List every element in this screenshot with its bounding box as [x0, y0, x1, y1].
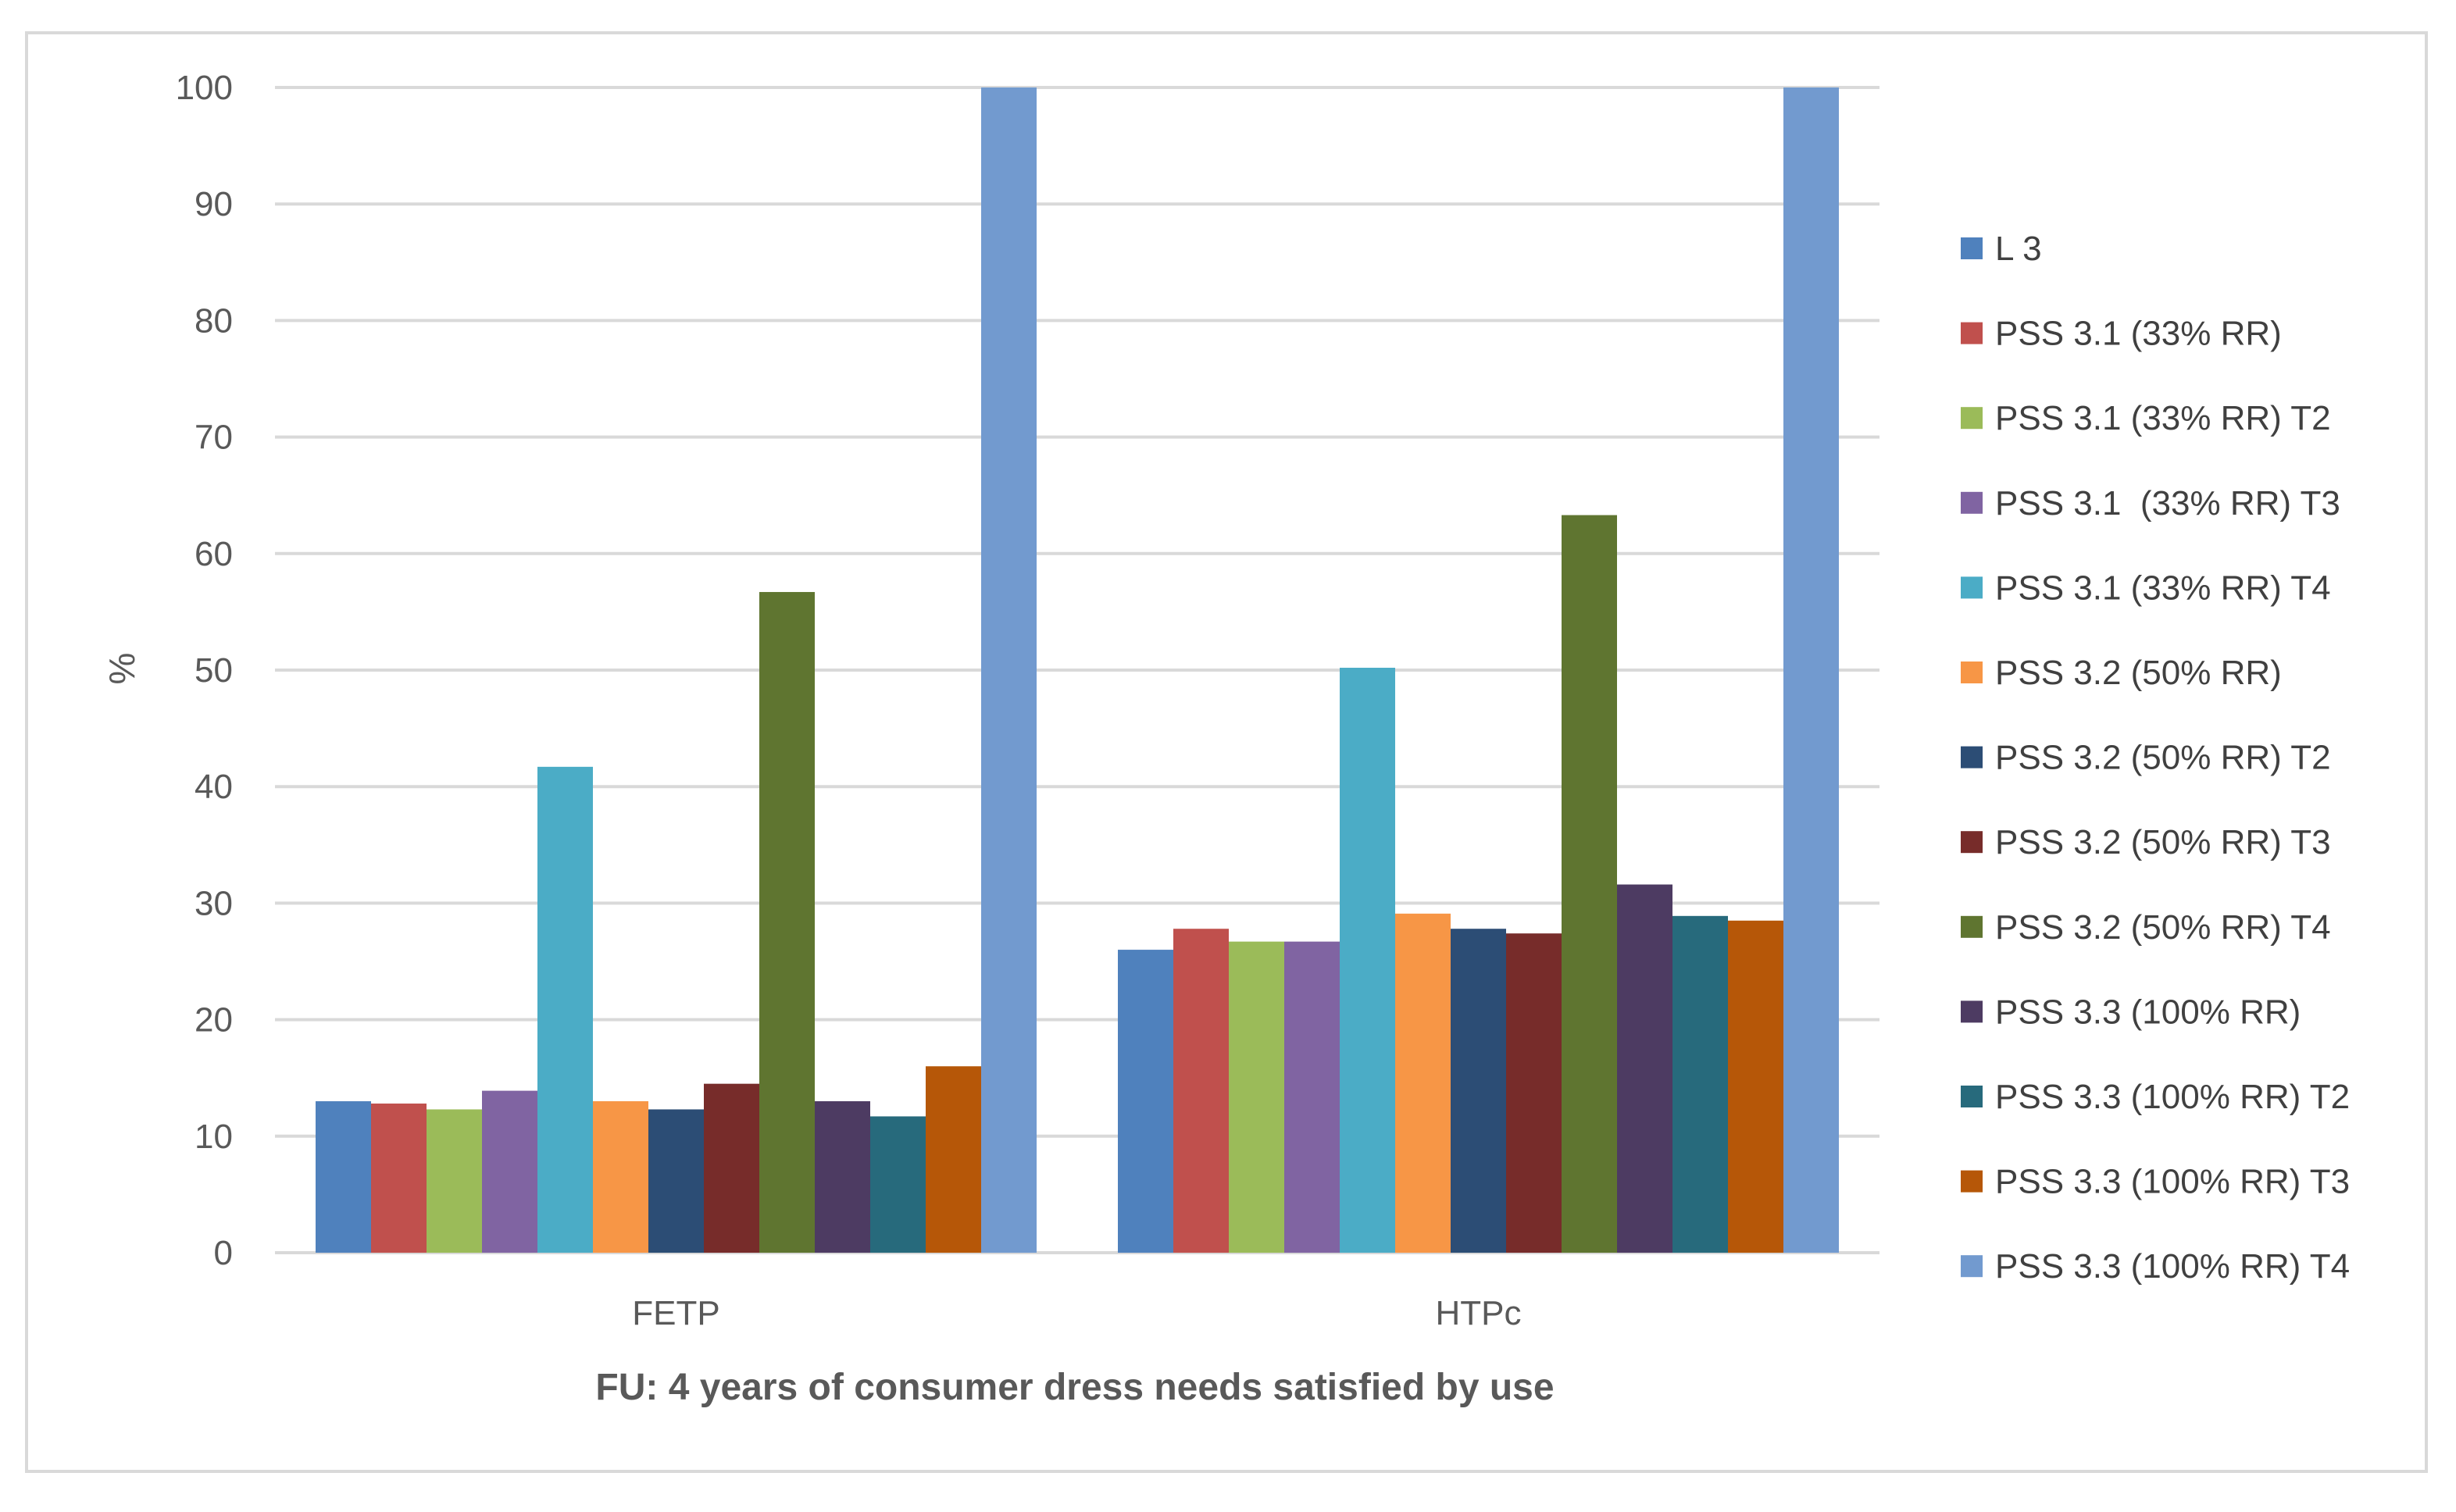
legend-label: PSS 3.2 (50% RR) T2: [1995, 739, 2331, 777]
legend-label: PSS 3.1 (33% RR): [1995, 315, 2282, 353]
bar-htpc-series-4: [1284, 941, 1340, 1253]
y-tick-label: 50: [195, 651, 233, 690]
bar-fetp-series-2: [371, 1104, 427, 1253]
legend-label: PSS 3.1 (33% RR) T2: [1995, 399, 2331, 437]
bar-htpc-series-3: [1229, 941, 1284, 1253]
bar-fetp-series-6: [593, 1101, 648, 1253]
bar-fetp-series-5: [537, 766, 593, 1253]
bar-htpc-series-12: [1728, 920, 1783, 1253]
bar-fetp-series-9: [759, 592, 815, 1253]
bar-htpc-series-5: [1340, 668, 1395, 1253]
y-tick-label: 40: [195, 768, 233, 806]
legend-swatch: [1961, 831, 1983, 854]
legend-swatch: [1961, 662, 1983, 683]
legend-swatch: [1961, 407, 1983, 430]
bar-fetp-series-12: [926, 1066, 981, 1253]
legend-swatch: [1961, 1000, 1983, 1023]
bar-htpc-series-8: [1506, 933, 1562, 1253]
bar-fetp-series-3: [427, 1109, 482, 1253]
legend-label: PSS 3.3 (100% RR) T2: [1995, 1078, 2350, 1116]
y-tick-label: 30: [195, 884, 233, 922]
y-axis-title: %: [102, 653, 142, 685]
y-tick-label: 70: [195, 419, 233, 457]
bar-htpc-series-2: [1173, 929, 1229, 1253]
bar-fetp-series-11: [870, 1116, 926, 1253]
bar-fetp-series-10: [815, 1101, 870, 1253]
legend-label: L 3: [1995, 230, 2042, 268]
bar-fetp-series-1: [316, 1101, 371, 1253]
bar-fetp-series-13: [981, 87, 1037, 1253]
legend-label: PSS 3.3 (100% RR) T4: [1995, 1247, 2350, 1286]
bar-fetp-series-8: [704, 1083, 759, 1253]
y-tick-label: 100: [176, 69, 233, 107]
bar-htpc-series-6: [1395, 913, 1451, 1253]
bar-fetp-series-4: [482, 1090, 537, 1253]
legend-swatch: [1961, 746, 1983, 768]
y-tick-label: 10: [195, 1118, 233, 1156]
bar-htpc-series-9: [1562, 515, 1617, 1253]
x-category-label: HTPc: [1436, 1294, 1522, 1332]
legend: L 3 PSS 3.1 (33% RR) PSS 3.1 (33% RR) T2 PS…: [1961, 230, 2350, 1286]
legend-swatch: [1961, 576, 1983, 599]
bar-htpc-series-11: [1672, 915, 1728, 1253]
legend-swatch: [1961, 491, 1983, 514]
x-category-label: FETP: [632, 1294, 719, 1332]
y-tick-label: 90: [195, 185, 233, 223]
legend-swatch: [1961, 915, 1983, 938]
legend-label: PSS 3.3 (100% RR): [1995, 993, 2301, 1031]
legend-swatch: [1961, 1170, 1983, 1193]
x-axis-title: FU: 4 years of consumer dress needs sati…: [595, 1367, 1554, 1408]
legend-label: PSS 3.1 (33% RR) T4: [1995, 569, 2331, 607]
legend-swatch: [1961, 237, 1983, 259]
y-tick-label: 80: [195, 301, 233, 340]
legend-swatch: [1961, 322, 1983, 344]
legend-label: PSS 3.1 (33% RR) T3: [1995, 484, 2340, 522]
legend-label: PSS 3.3 (100% RR) T3: [1995, 1163, 2350, 1201]
legend-swatch: [1961, 1086, 1983, 1107]
y-tick-label: 60: [195, 535, 233, 573]
legend-swatch: [1961, 1255, 1983, 1278]
bar-htpc-series-10: [1617, 884, 1672, 1253]
bar-htpc-series-1: [1118, 950, 1173, 1253]
y-axis-ticks: 0 10 20 30 40 50 60 70 80 90 100: [176, 69, 233, 1272]
bar-htpc-series-7: [1451, 929, 1506, 1253]
bar-fetp-series-7: [648, 1109, 704, 1253]
x-axis-categories: FETP HTPc: [632, 1294, 1521, 1332]
bars: [316, 87, 1839, 1253]
bar-htpc-series-13: [1783, 87, 1839, 1253]
y-tick-label: 0: [214, 1234, 233, 1272]
y-tick-label: 20: [195, 1001, 233, 1040]
legend-label: PSS 3.2 (50% RR): [1995, 654, 2282, 692]
legend-label: PSS 3.2 (50% RR) T4: [1995, 908, 2331, 947]
legend-label: PSS 3.2 (50% RR) T3: [1995, 823, 2331, 861]
